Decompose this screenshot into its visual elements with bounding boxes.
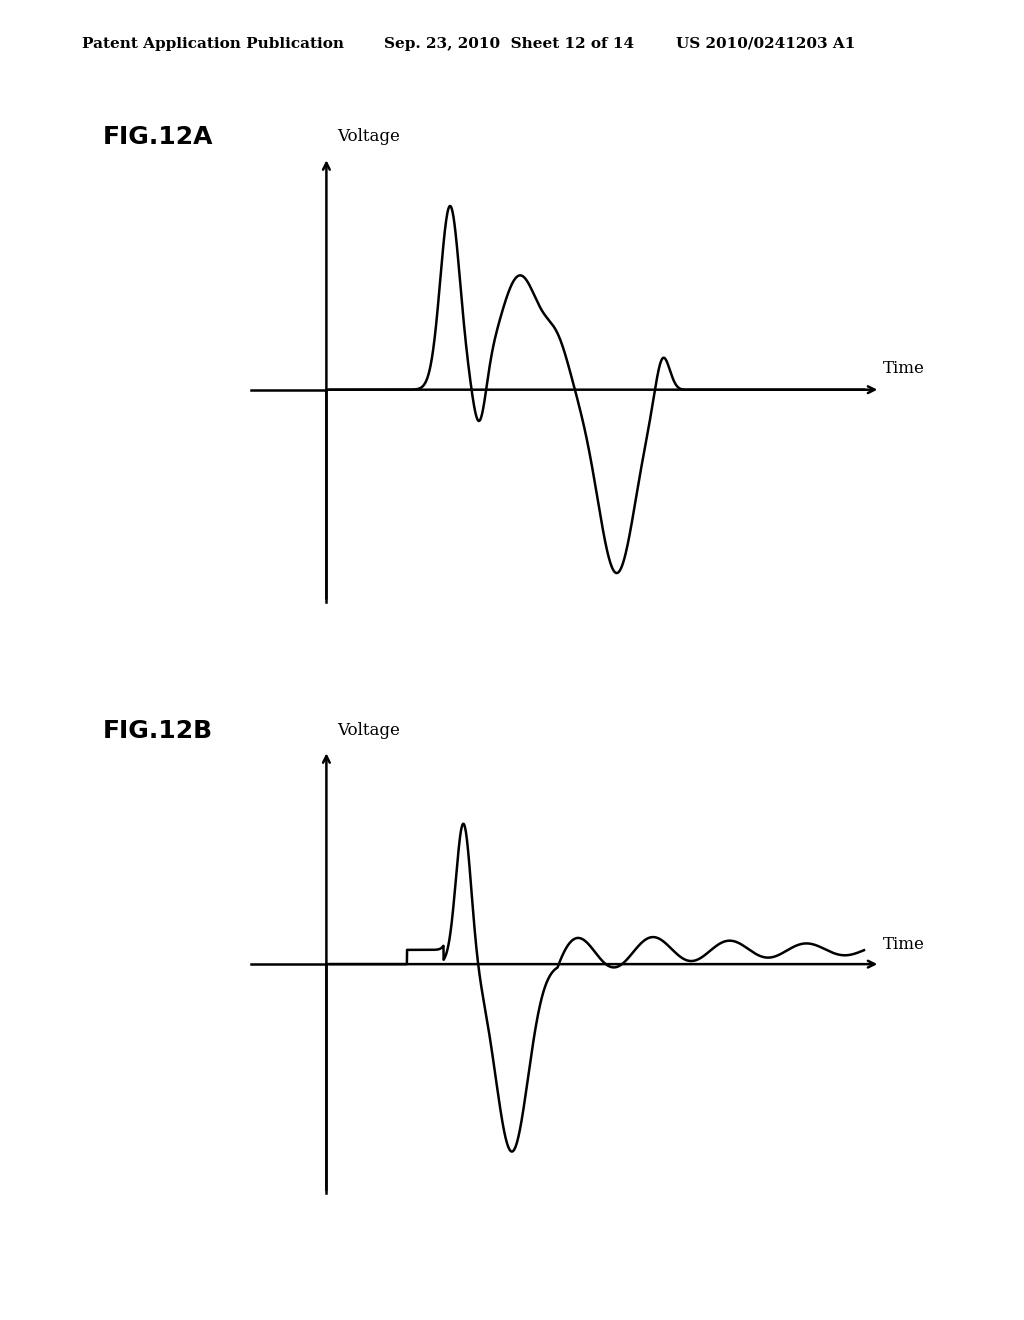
Text: Patent Application Publication: Patent Application Publication (82, 37, 344, 51)
Text: Voltage: Voltage (337, 128, 400, 145)
Text: US 2010/0241203 A1: US 2010/0241203 A1 (676, 37, 855, 51)
Text: FIG.12B: FIG.12B (102, 719, 213, 743)
Text: Time: Time (883, 936, 925, 953)
Text: Sep. 23, 2010  Sheet 12 of 14: Sep. 23, 2010 Sheet 12 of 14 (384, 37, 634, 51)
Text: FIG.12A: FIG.12A (102, 125, 213, 149)
Text: Time: Time (883, 360, 925, 378)
Text: Voltage: Voltage (337, 722, 400, 739)
